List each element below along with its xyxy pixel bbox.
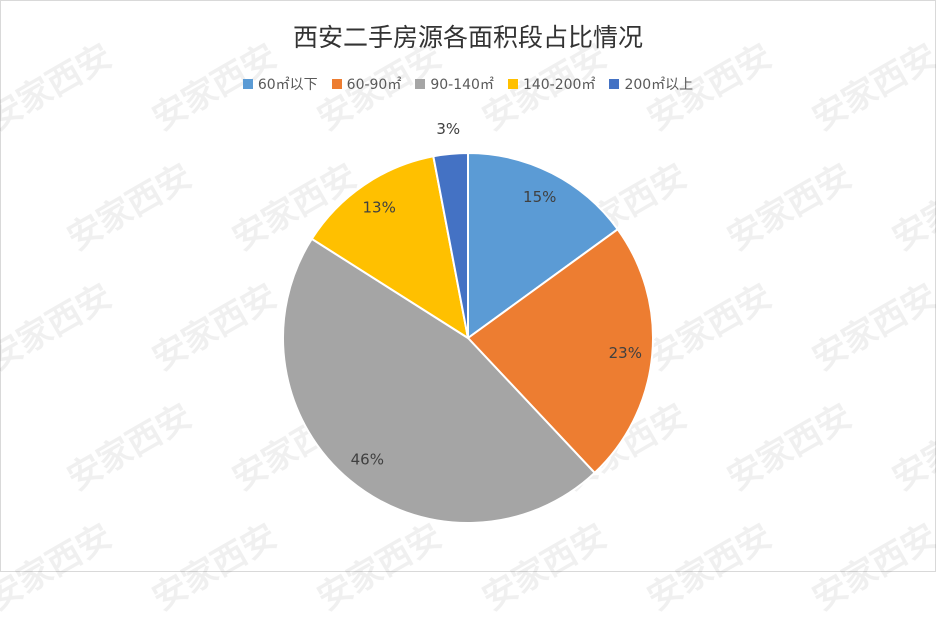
legend-label: 140-200㎡ [522, 77, 596, 93]
pie-slice [310, 155, 470, 341]
legend-swatch [507, 79, 518, 89]
legend-label: 90-140㎡ [430, 77, 494, 93]
legend: 60㎡以下 60-90㎡ 90-140㎡ 140-200㎡ 200㎡以上 [0, 74, 936, 94]
legend-item: 60㎡以下 [242, 74, 318, 94]
legend-item: 200㎡以上 [609, 74, 693, 94]
legend-swatch [415, 79, 426, 89]
pie-chart: 15% 23% 46% 13% 3% [282, 120, 654, 524]
data-label: 23% [609, 344, 642, 362]
pie-slice [466, 227, 654, 475]
legend-label: 200㎡以上 [624, 77, 694, 93]
legend-item: 90-140㎡ [415, 74, 494, 94]
pie-slice [432, 151, 469, 339]
legend-label: 60㎡以下 [257, 77, 318, 93]
pie-slice [282, 237, 597, 524]
legend-item: 140-200㎡ [507, 74, 596, 94]
data-label: 15% [523, 188, 556, 206]
chart-title: 西安二手房源各面积段占比情况 [292, 23, 643, 52]
data-label: 46% [351, 451, 384, 469]
legend-swatch [242, 79, 253, 89]
legend-label: 60-90㎡ [346, 77, 402, 93]
data-label: 3% [436, 120, 460, 138]
pie-slice [467, 151, 620, 340]
data-label: 13% [363, 198, 396, 216]
legend-item: 60-90㎡ [331, 74, 402, 94]
legend-swatch [331, 79, 342, 89]
legend-swatch [609, 79, 620, 89]
